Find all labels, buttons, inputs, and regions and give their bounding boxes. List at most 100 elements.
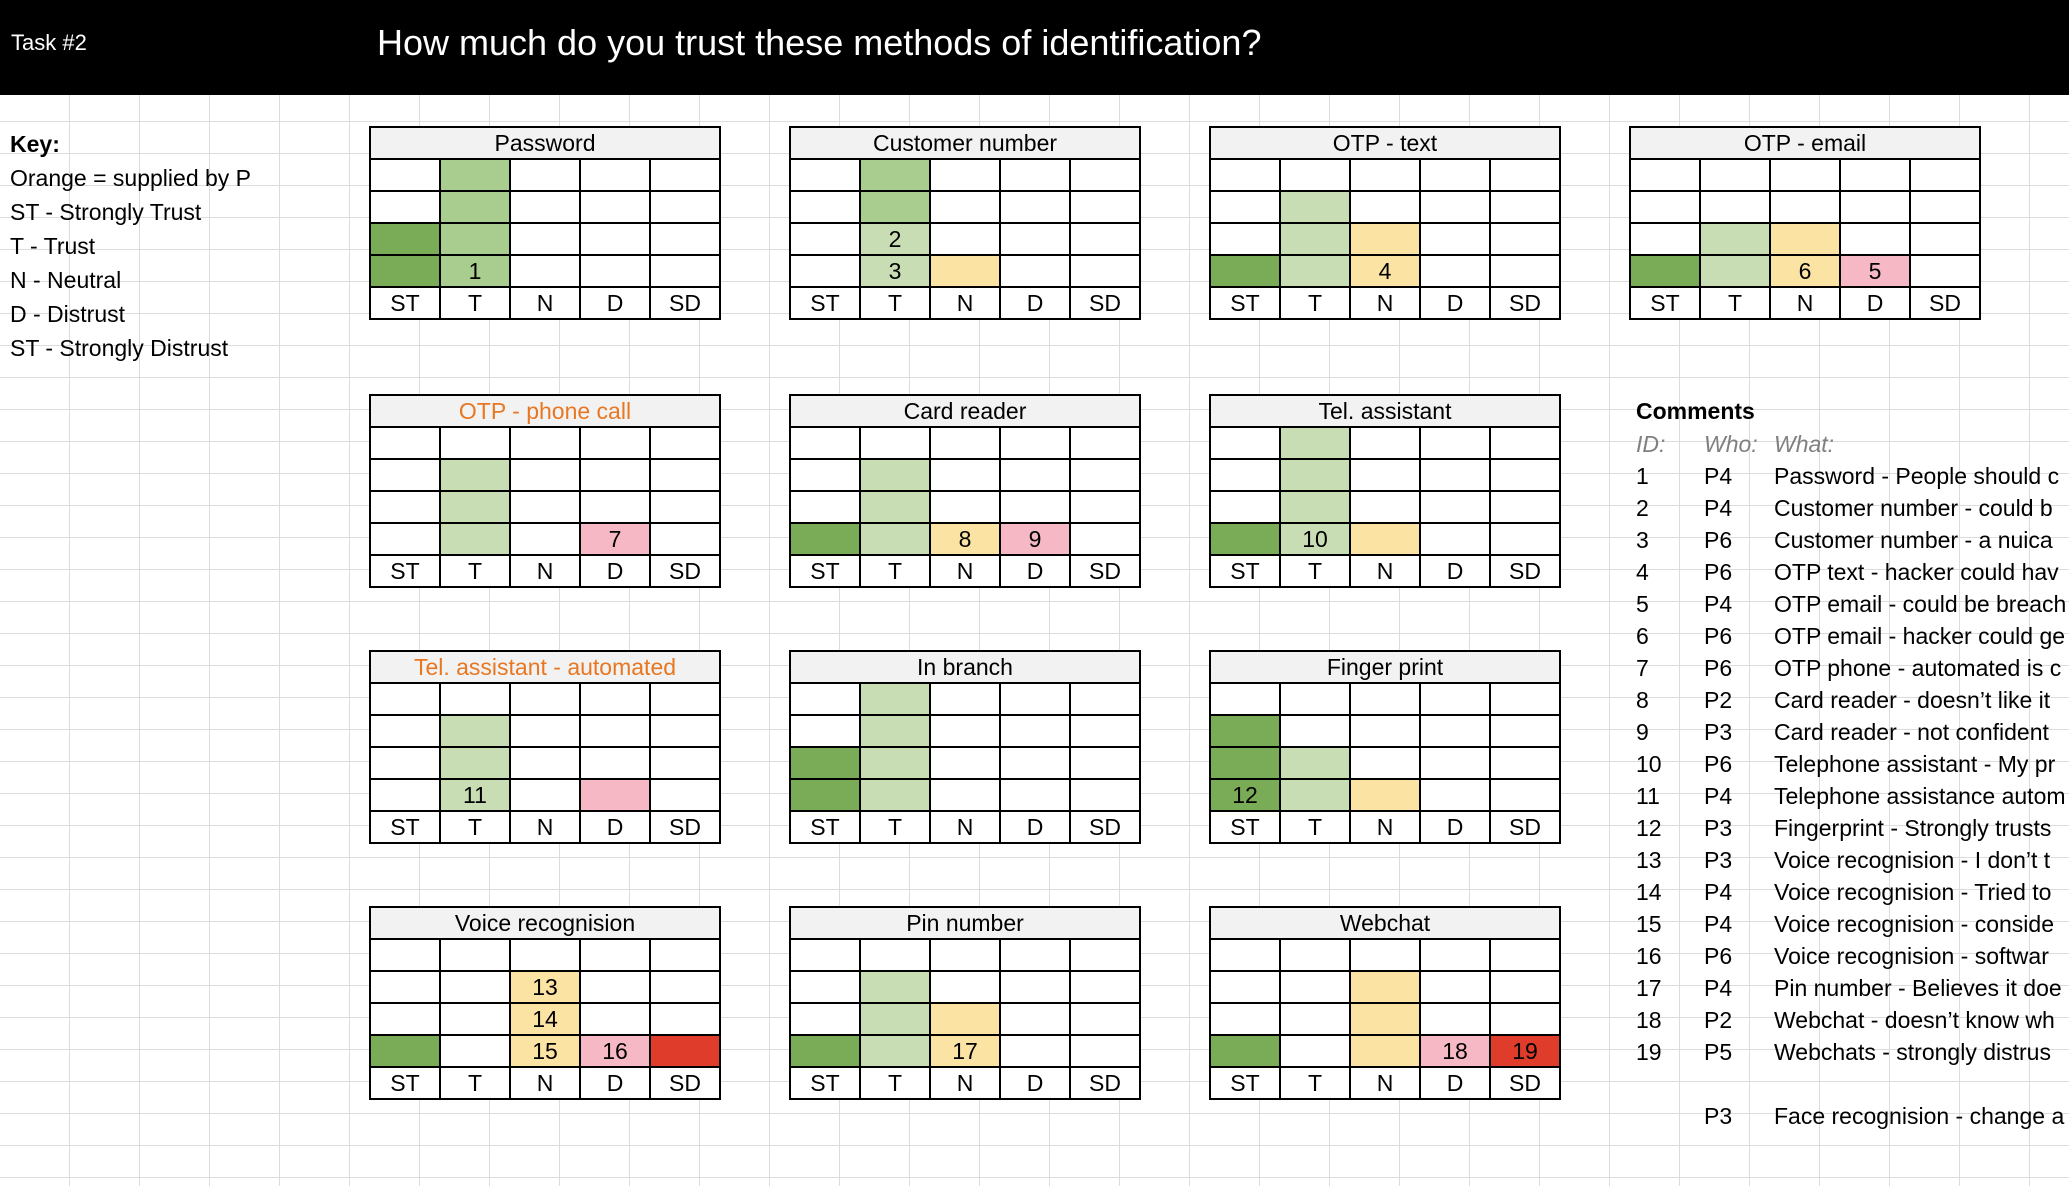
- cell[interactable]: [1349, 1002, 1421, 1036]
- cell[interactable]: [439, 426, 511, 460]
- cell[interactable]: [579, 778, 651, 812]
- cell[interactable]: [1489, 222, 1561, 256]
- cell[interactable]: [999, 426, 1071, 460]
- cell[interactable]: [1349, 490, 1421, 524]
- cell[interactable]: [1839, 158, 1911, 192]
- cell[interactable]: [1489, 490, 1561, 524]
- cell[interactable]: [1279, 938, 1351, 972]
- cell[interactable]: [789, 190, 861, 224]
- cell[interactable]: [859, 522, 931, 556]
- cell[interactable]: [649, 222, 721, 256]
- cell[interactable]: [929, 938, 1001, 972]
- cell[interactable]: [369, 254, 441, 288]
- cell[interactable]: [509, 522, 581, 556]
- cell[interactable]: [1209, 714, 1281, 748]
- cell[interactable]: [1349, 938, 1421, 972]
- cell[interactable]: [1069, 222, 1141, 256]
- cell[interactable]: [1279, 970, 1351, 1004]
- cell[interactable]: [1209, 1002, 1281, 1036]
- cell[interactable]: [1419, 254, 1491, 288]
- cell[interactable]: [1349, 778, 1421, 812]
- cell[interactable]: 12: [1209, 778, 1281, 812]
- cell[interactable]: [369, 522, 441, 556]
- cell[interactable]: [789, 222, 861, 256]
- cell[interactable]: [1699, 254, 1771, 288]
- cell[interactable]: [999, 158, 1071, 192]
- cell[interactable]: [509, 778, 581, 812]
- cell[interactable]: [1209, 490, 1281, 524]
- cell[interactable]: [579, 426, 651, 460]
- cell[interactable]: [649, 158, 721, 192]
- cell[interactable]: [789, 938, 861, 972]
- cell[interactable]: [1629, 222, 1701, 256]
- cell[interactable]: [1279, 1034, 1351, 1068]
- cell[interactable]: [999, 714, 1071, 748]
- cell[interactable]: [1349, 682, 1421, 716]
- cell[interactable]: [1489, 190, 1561, 224]
- cell[interactable]: [1209, 682, 1281, 716]
- cell[interactable]: [1629, 190, 1701, 224]
- cell[interactable]: [369, 426, 441, 460]
- cell[interactable]: [579, 714, 651, 748]
- cell[interactable]: [369, 714, 441, 748]
- cell[interactable]: 4: [1349, 254, 1421, 288]
- cell[interactable]: [789, 522, 861, 556]
- cell[interactable]: [789, 1034, 861, 1068]
- cell[interactable]: [1489, 1002, 1561, 1036]
- cell[interactable]: [649, 458, 721, 492]
- cell[interactable]: [1349, 426, 1421, 460]
- cell[interactable]: [1069, 1034, 1141, 1068]
- cell[interactable]: [369, 682, 441, 716]
- cell[interactable]: [369, 190, 441, 224]
- cell[interactable]: [1279, 426, 1351, 460]
- cell[interactable]: [999, 190, 1071, 224]
- cell[interactable]: [999, 682, 1071, 716]
- cell[interactable]: [1699, 222, 1771, 256]
- cell[interactable]: [1069, 254, 1141, 288]
- cell[interactable]: [1279, 746, 1351, 780]
- cell[interactable]: [929, 1002, 1001, 1036]
- cell[interactable]: [929, 714, 1001, 748]
- cell[interactable]: [649, 426, 721, 460]
- cell[interactable]: [1069, 970, 1141, 1004]
- cell[interactable]: [1209, 222, 1281, 256]
- cell[interactable]: [1419, 778, 1491, 812]
- cell[interactable]: [649, 778, 721, 812]
- cell[interactable]: [929, 490, 1001, 524]
- cell[interactable]: [859, 778, 931, 812]
- cell[interactable]: 10: [1279, 522, 1351, 556]
- cell[interactable]: [509, 222, 581, 256]
- cell[interactable]: [1909, 222, 1981, 256]
- cell[interactable]: [1489, 938, 1561, 972]
- cell[interactable]: [1419, 426, 1491, 460]
- cell[interactable]: [1279, 222, 1351, 256]
- cell[interactable]: [1769, 158, 1841, 192]
- cell[interactable]: [649, 522, 721, 556]
- cell[interactable]: [579, 190, 651, 224]
- cell[interactable]: [1489, 746, 1561, 780]
- cell[interactable]: [1489, 778, 1561, 812]
- cell[interactable]: [1069, 746, 1141, 780]
- cell[interactable]: [369, 490, 441, 524]
- cell[interactable]: [1349, 222, 1421, 256]
- cell[interactable]: [439, 714, 511, 748]
- cell[interactable]: [439, 938, 511, 972]
- cell[interactable]: [1209, 746, 1281, 780]
- cell[interactable]: [369, 458, 441, 492]
- cell[interactable]: 3: [859, 254, 931, 288]
- cell[interactable]: [509, 254, 581, 288]
- cell[interactable]: [649, 190, 721, 224]
- cell[interactable]: [1209, 970, 1281, 1004]
- cell[interactable]: [859, 1034, 931, 1068]
- cell[interactable]: [509, 682, 581, 716]
- cell[interactable]: 17: [929, 1034, 1001, 1068]
- cell[interactable]: [579, 746, 651, 780]
- cell[interactable]: [579, 158, 651, 192]
- cell[interactable]: [1419, 746, 1491, 780]
- cell[interactable]: [859, 746, 931, 780]
- cell[interactable]: [439, 1034, 511, 1068]
- cell[interactable]: [369, 158, 441, 192]
- cell[interactable]: [789, 682, 861, 716]
- cell[interactable]: [999, 778, 1071, 812]
- cell[interactable]: [1419, 490, 1491, 524]
